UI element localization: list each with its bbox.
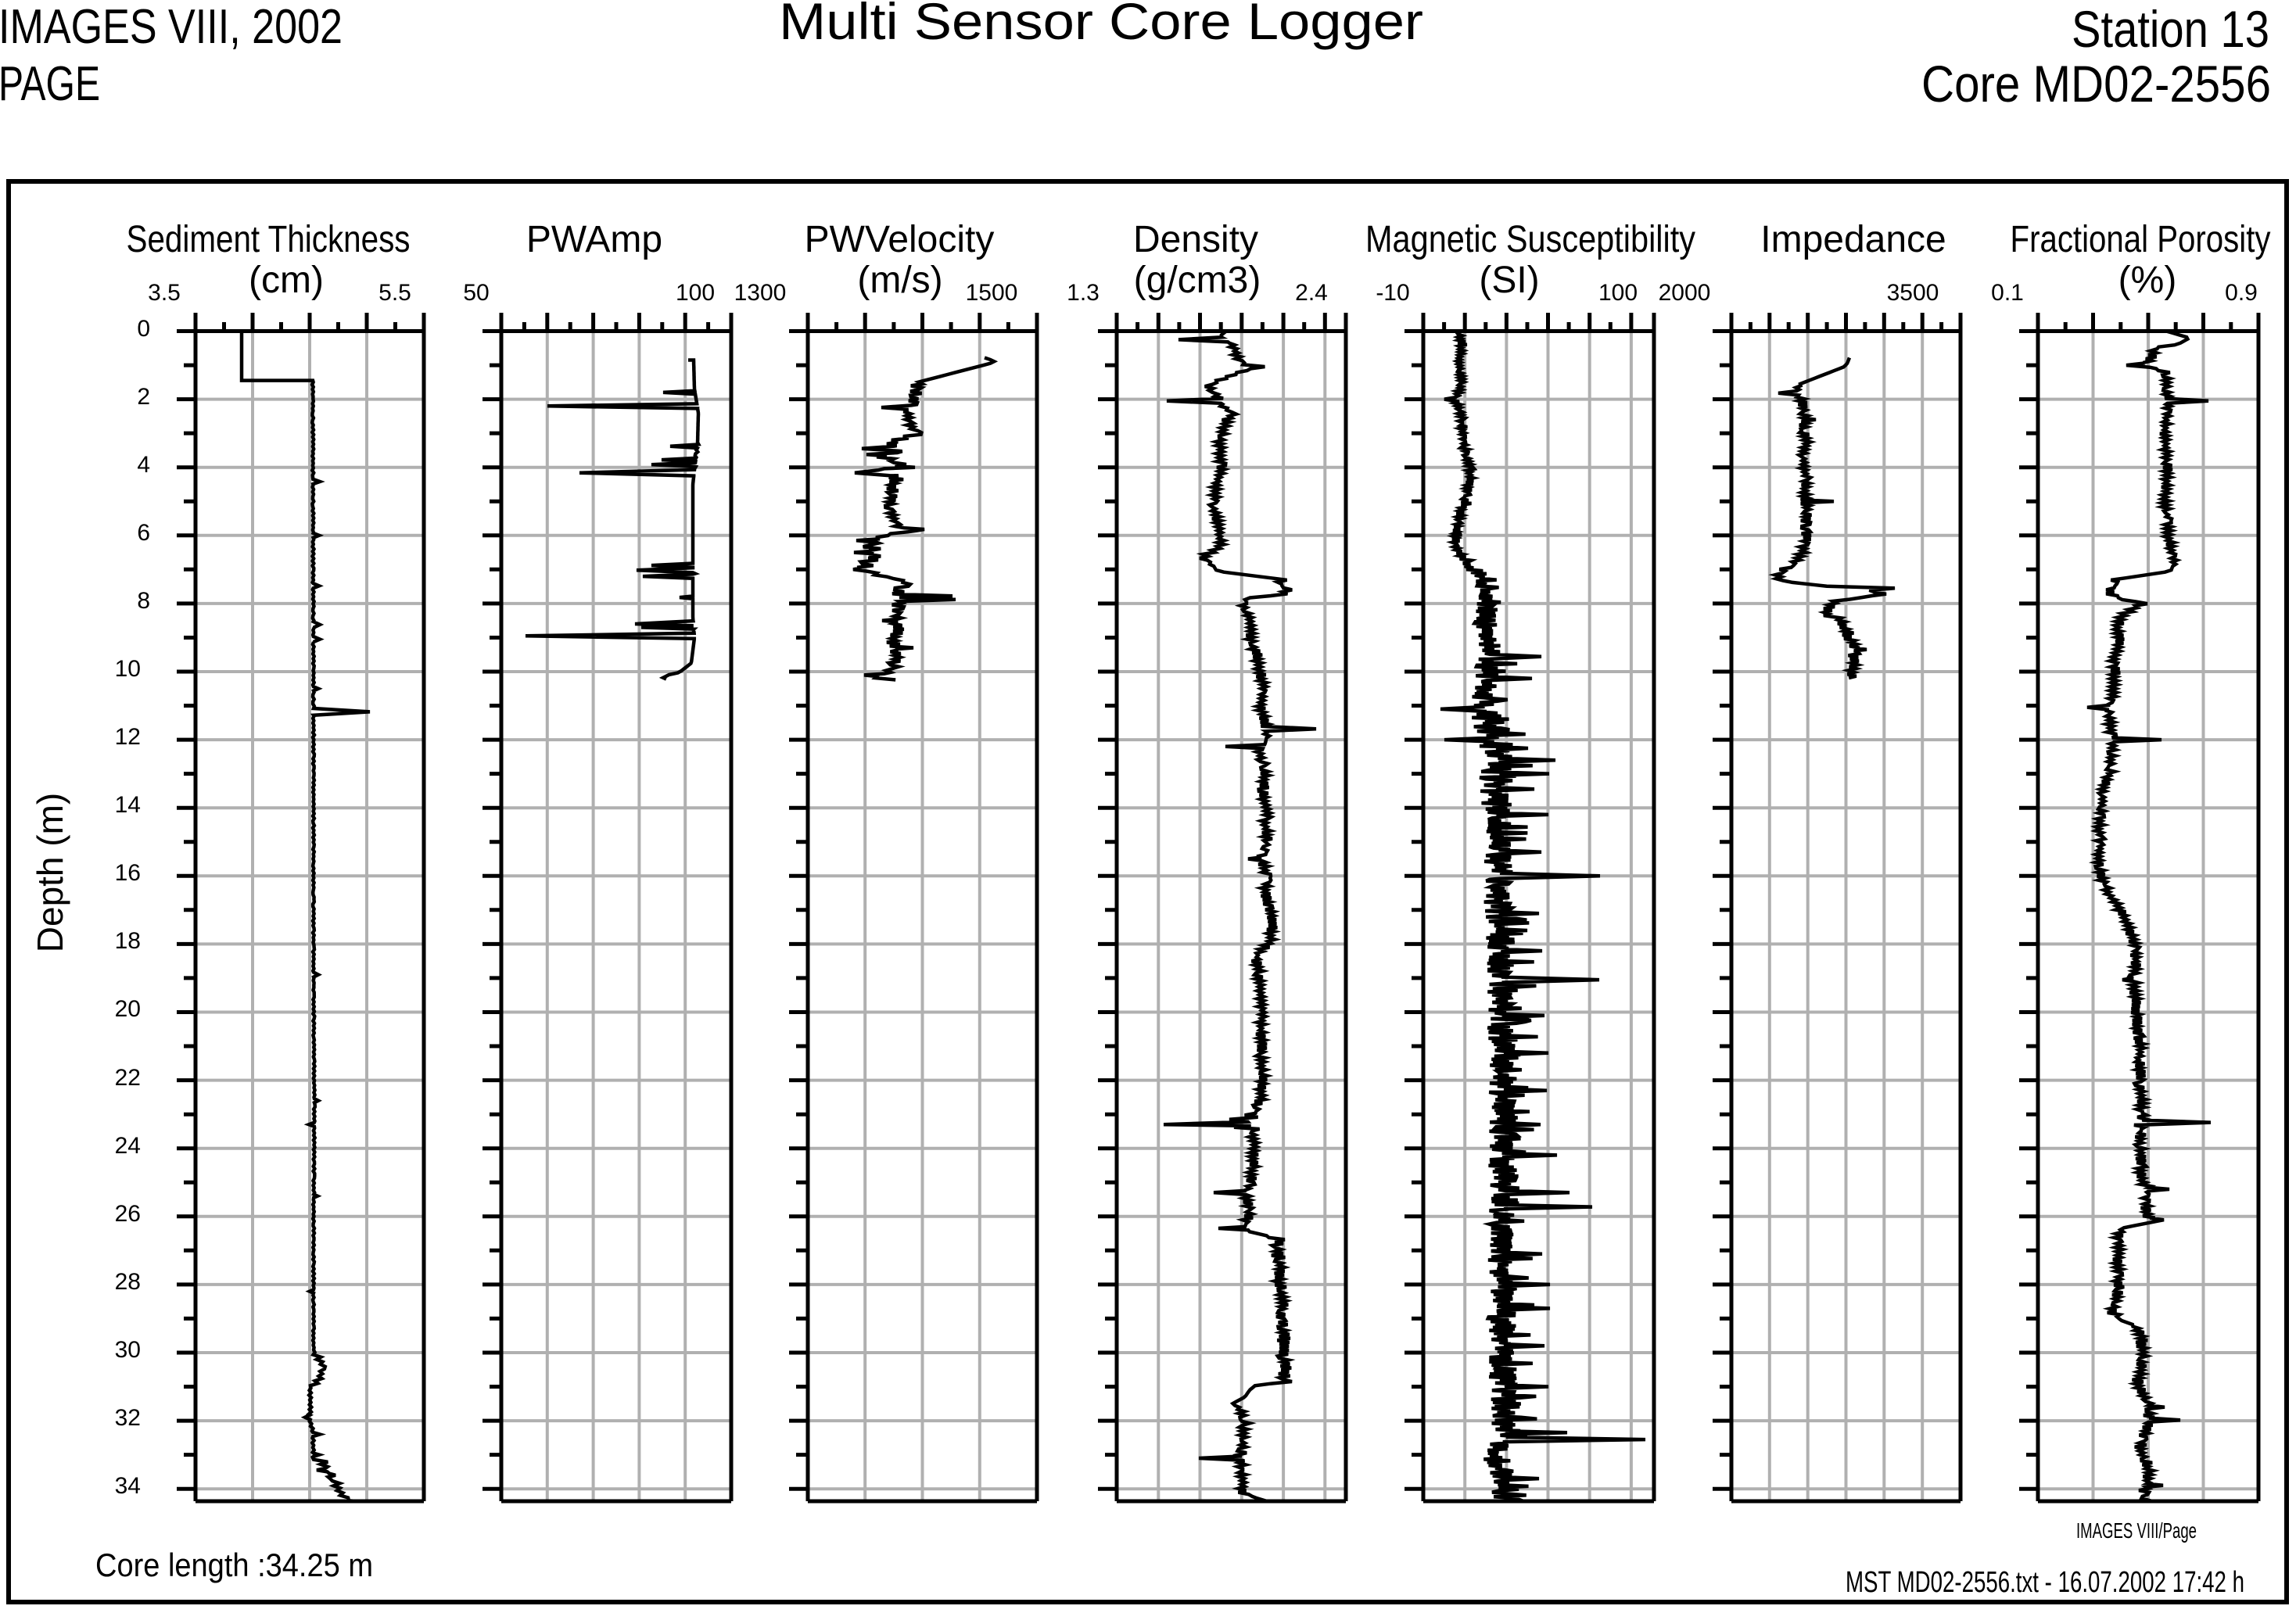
svg-text:PWAmp: PWAmp — [526, 219, 662, 260]
svg-text:2.4: 2.4 — [1295, 280, 1328, 306]
svg-text:16: 16 — [115, 860, 141, 886]
svg-text:20: 20 — [115, 996, 141, 1022]
svg-text:26: 26 — [115, 1201, 141, 1227]
svg-text:Impedance: Impedance — [1760, 219, 1946, 260]
svg-text:(cm): (cm) — [249, 260, 324, 301]
svg-text:Density: Density — [1133, 219, 1258, 260]
svg-text:IMAGES VIII, 2002: IMAGES VIII, 2002 — [0, 0, 343, 54]
svg-text:3.5: 3.5 — [148, 280, 181, 306]
svg-text:28: 28 — [115, 1269, 141, 1295]
svg-text:6: 6 — [137, 520, 150, 546]
svg-text:3500: 3500 — [1887, 280, 1939, 306]
svg-text:Core length :34.25 m: Core length :34.25 m — [95, 1547, 373, 1583]
svg-text:22: 22 — [115, 1065, 141, 1091]
svg-text:2: 2 — [137, 384, 150, 410]
svg-text:0.1: 0.1 — [1991, 280, 2024, 306]
svg-text:Core MD02-2556: Core MD02-2556 — [1921, 55, 2271, 113]
svg-text:100: 100 — [676, 280, 715, 306]
svg-text:0.9: 0.9 — [2225, 280, 2258, 306]
svg-text:30: 30 — [115, 1337, 141, 1363]
svg-text:2000: 2000 — [1659, 280, 1711, 306]
svg-text:10: 10 — [115, 656, 141, 682]
svg-text:PAGE: PAGE — [0, 57, 100, 111]
svg-text:(%): (%) — [2118, 260, 2177, 301]
svg-text:(SI): (SI) — [1479, 260, 1539, 301]
svg-text:Magnetic Susceptibility: Magnetic Susceptibility — [1365, 219, 1695, 260]
svg-text:(m/s): (m/s) — [857, 260, 942, 301]
svg-text:PWVelocity: PWVelocity — [805, 219, 995, 260]
svg-text:4: 4 — [137, 452, 150, 478]
svg-text:1.3: 1.3 — [1067, 280, 1100, 306]
svg-text:24: 24 — [115, 1133, 141, 1159]
svg-text:14: 14 — [115, 792, 141, 818]
svg-text:Station 13: Station 13 — [2072, 0, 2269, 58]
svg-text:Multi Sensor Core Logger: Multi Sensor Core Logger — [779, 0, 1423, 50]
svg-text:IMAGES VIII/Page: IMAGES VIII/Page — [2076, 1518, 2197, 1543]
svg-text:5.5: 5.5 — [378, 280, 411, 306]
svg-text:32: 32 — [115, 1405, 141, 1431]
svg-text:Fractional Porosity: Fractional Porosity — [2011, 219, 2271, 260]
svg-text:MST MD02-2556.txt - 16.07.2002: MST MD02-2556.txt - 16.07.2002 17:42 h — [1846, 1566, 2244, 1599]
svg-text:-10: -10 — [1376, 280, 1409, 306]
svg-text:1500: 1500 — [966, 280, 1018, 306]
svg-text:12: 12 — [115, 724, 141, 750]
svg-text:Depth (m): Depth (m) — [30, 793, 70, 952]
svg-text:1300: 1300 — [734, 280, 787, 306]
svg-text:8: 8 — [137, 588, 150, 614]
svg-text:Sediment Thickness: Sediment Thickness — [127, 219, 411, 260]
svg-text:34: 34 — [115, 1473, 141, 1499]
svg-text:0: 0 — [137, 316, 150, 342]
svg-text:18: 18 — [115, 928, 141, 954]
svg-text:50: 50 — [463, 280, 489, 306]
svg-text:(g/cm3): (g/cm3) — [1134, 260, 1261, 301]
svg-text:100: 100 — [1598, 280, 1638, 306]
